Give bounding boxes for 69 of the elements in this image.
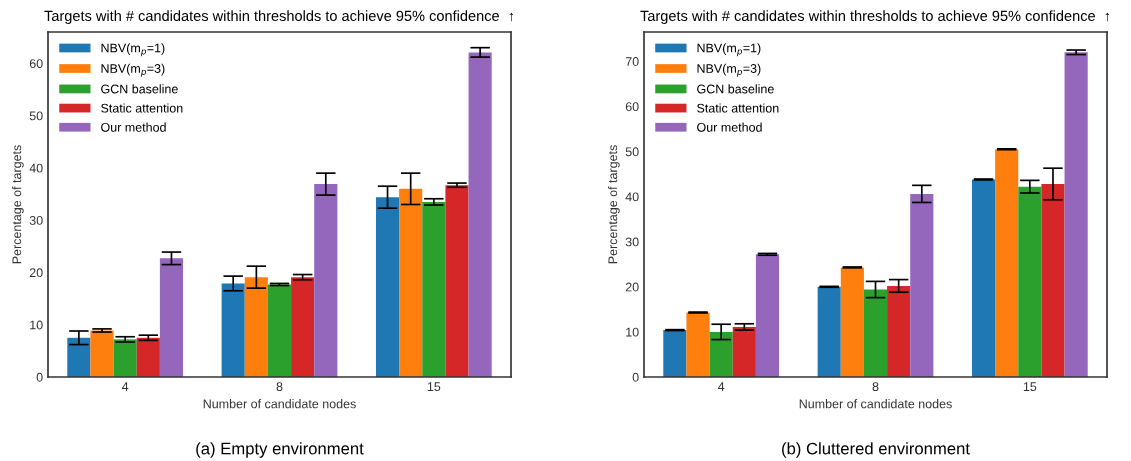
bar (1064, 52, 1088, 377)
y-tick-label: 30 (625, 237, 639, 247)
bar (314, 184, 338, 377)
bar (709, 331, 733, 377)
y-tick-label: 20 (29, 268, 43, 278)
bar (267, 284, 292, 377)
bar (399, 188, 423, 377)
y-tick-label: 20 (625, 282, 639, 292)
y-tick-label: 0 (36, 372, 43, 382)
bar (445, 185, 469, 377)
x-axis-title: Number of candidate nodes (799, 399, 952, 409)
bar (291, 277, 315, 377)
y-tick-label: 50 (625, 147, 639, 157)
bar (90, 330, 114, 377)
x-tick-label: 15 (427, 382, 441, 392)
bar (840, 267, 864, 377)
bar (755, 254, 780, 377)
legend-label: Static attention (101, 103, 183, 113)
bar (863, 289, 888, 377)
bar (732, 326, 756, 377)
legend-label: Static attention (697, 103, 779, 113)
y-tick-label: 10 (626, 327, 639, 337)
legend-label: NBV(m$_{p}$=1) (697, 43, 761, 57)
text: (b) Cluttered environment (782, 442, 970, 458)
y-axis-title: Percentage of targets (12, 145, 24, 264)
y-tick-label: 70 (625, 57, 639, 66)
bar (422, 201, 446, 377)
x-tick-label: 4 (717, 382, 725, 391)
y-tick-label: 40 (29, 163, 43, 173)
x-tick-label: 8 (872, 382, 879, 392)
legend-label: NBV(m$_{p}$=3) (101, 63, 165, 77)
y-tick-label: 40 (625, 192, 639, 202)
bar (995, 149, 1019, 377)
bar (67, 337, 91, 377)
y-tick-label: 30 (29, 215, 43, 225)
legend-label: Our method (697, 122, 762, 132)
bar (221, 283, 245, 377)
bar (113, 339, 137, 377)
bar (375, 197, 400, 377)
y-tick-label: 60 (29, 59, 43, 69)
y-tick-label: 0 (632, 372, 639, 382)
bar (686, 312, 710, 377)
x-tick-label: 4 (121, 382, 129, 391)
legend-label: GCN baseline (101, 84, 178, 94)
y-axis-title: Percentage of targets (608, 145, 620, 264)
bar (971, 179, 996, 377)
bar (663, 330, 687, 377)
legend-label: NBV(m$_{p}$=3) (697, 63, 761, 77)
legend-label: GCN baseline (697, 84, 774, 94)
x-axis-title: Number of candidate nodes (203, 399, 356, 409)
bar (910, 193, 934, 377)
x-tick-label: 15 (1023, 382, 1037, 392)
legend-label: Our method (101, 122, 166, 132)
bar (468, 52, 492, 377)
bar (244, 277, 268, 377)
y-tick-label: 50 (29, 111, 43, 121)
x-tick-label: 8 (276, 382, 283, 392)
bar (159, 258, 184, 377)
text: (a) Empty environment (196, 442, 364, 458)
bar (136, 337, 160, 377)
chart-title: Targets with # candidates within thresholds to achieve 95% confidence ↑ (640, 10, 1110, 24)
chart-title: Targets with # candidates within thresholds to achieve 95% confidence ↑ (44, 10, 514, 24)
legend-label: NBV(m$_{p}$=1) (101, 43, 165, 57)
bar (887, 285, 911, 377)
bar (1041, 183, 1065, 377)
bar (1018, 186, 1042, 377)
y-tick-label: 10 (30, 320, 43, 330)
y-tick-label: 60 (625, 102, 639, 112)
bar (817, 286, 841, 377)
